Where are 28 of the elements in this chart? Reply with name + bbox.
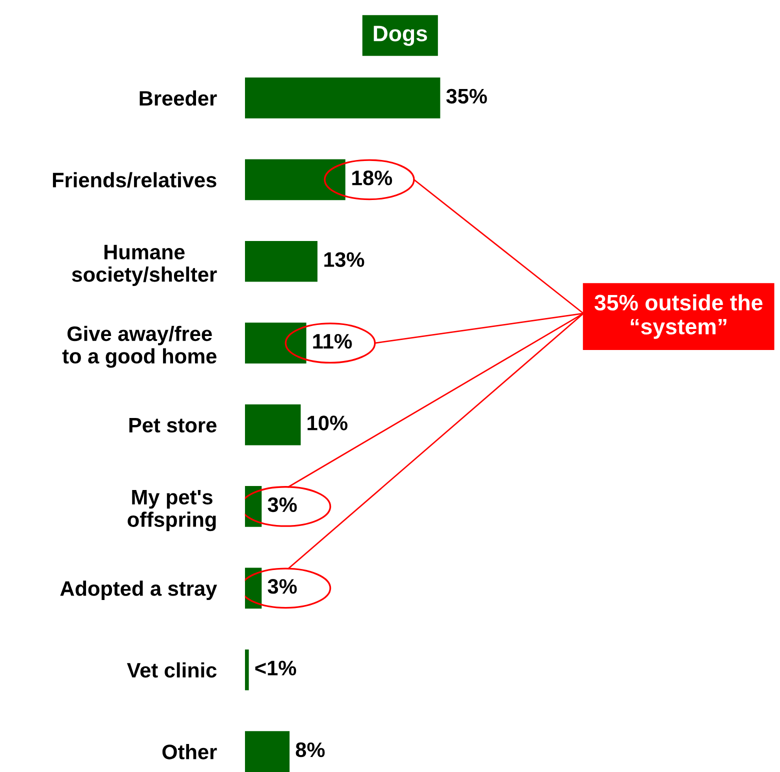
bar (244, 159, 346, 200)
bar (244, 649, 249, 690)
data-label: 35% (446, 88, 487, 104)
bar (244, 322, 306, 364)
y-tick-label: Friends/relatives (52, 172, 216, 188)
data-label: 3% (268, 579, 297, 594)
y-tick-label: Vet clinic (126, 662, 217, 678)
chart-title: Dogs (374, 26, 428, 46)
y-tick-label: Other (162, 744, 217, 760)
bar (244, 404, 301, 446)
bar (244, 486, 262, 527)
data-label: 13% (324, 252, 364, 267)
y-tick-label: Breeder (140, 90, 217, 106)
data-label: 11% (313, 334, 352, 349)
y-tick-label: My pet's offspring (128, 490, 216, 532)
y-tick-label: Humane society/shelter (72, 244, 217, 286)
data-label: 10% (308, 416, 348, 430)
data-label: 3% (268, 497, 297, 512)
data-label: 18% (352, 170, 392, 186)
y-tick-label: Pet store (129, 418, 216, 433)
bar (244, 240, 318, 282)
y-tick-label: Adopted a stray (60, 580, 218, 600)
y-tick-label: Give away/free to a good home (62, 326, 216, 368)
bar (244, 731, 290, 772)
text: 35% outside the “system” (594, 294, 762, 339)
data-label: 8% (296, 742, 325, 758)
data-label: <1% (255, 660, 296, 676)
bar (244, 78, 440, 118)
